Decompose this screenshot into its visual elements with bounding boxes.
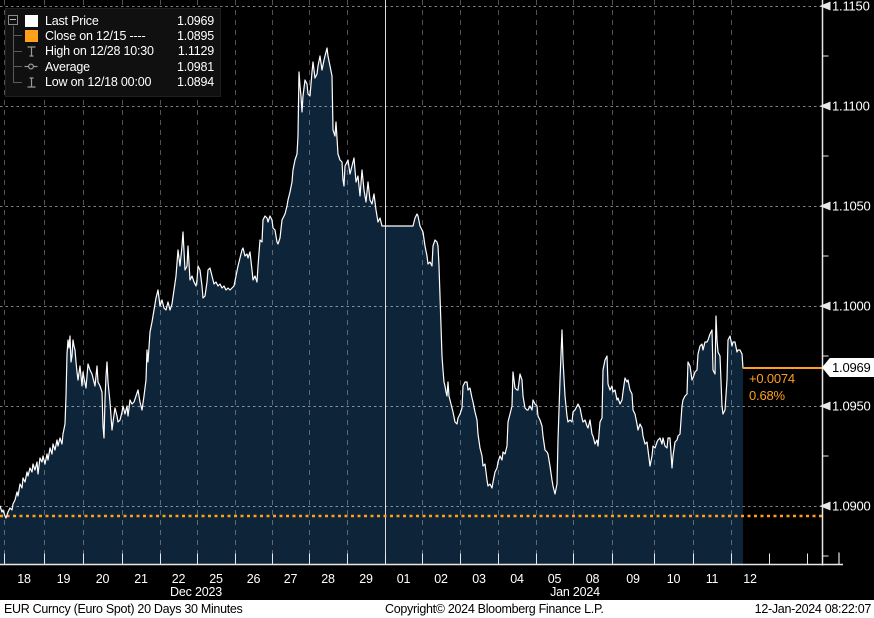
y-axis-label: 1.1100 xyxy=(832,99,870,114)
chart-legend: Last Price 1.0969 Close on 12/15 ---- 1.… xyxy=(5,8,221,97)
security-description: EUR Curncy (Euro Spot) 20 Days 30 Minute… xyxy=(4,602,243,616)
low-marker-icon xyxy=(23,75,39,89)
x-axis-label: 19 xyxy=(57,572,71,586)
y-axis-label: 1.1000 xyxy=(832,299,871,314)
x-axis-label: 20 xyxy=(96,572,110,586)
legend-label: Low on 12/18 00:00 xyxy=(45,75,152,89)
x-axis-label: 02 xyxy=(434,572,448,586)
x-axis-label: 03 xyxy=(472,572,486,586)
x-axis-label: 26 xyxy=(247,572,261,586)
y-axis-tick-arrow xyxy=(819,401,831,411)
month-label-jan: Jan 2024 xyxy=(550,585,600,599)
legend-tree-line xyxy=(13,26,14,83)
legend-label: High on 12/28 10:30 xyxy=(45,44,154,58)
high-marker-icon xyxy=(23,44,39,58)
y-axis-label: 1.1150 xyxy=(832,0,870,14)
x-axis-label: 29 xyxy=(359,572,373,586)
legend-label: Last Price xyxy=(45,13,99,28)
x-axis-label: 22 xyxy=(172,572,186,586)
average-marker-icon xyxy=(23,60,39,74)
y-axis-tick-arrow xyxy=(819,101,831,111)
month-label-dec: Dec 2023 xyxy=(170,585,222,599)
copyright-notice: Copyright© 2024 Bloomberg Finance L.P. xyxy=(385,602,604,616)
timestamp: 12-Jan-2024 08:22:07 xyxy=(754,602,872,616)
legend-value: 1.0969 xyxy=(176,13,214,28)
y-axis-label: 1.1050 xyxy=(832,199,871,214)
legend-row-close[interactable]: Close on 12/15 ---- 1.0895 xyxy=(6,28,220,43)
x-axis-label: 21 xyxy=(134,572,148,586)
y-axis-tick-arrow xyxy=(819,201,831,211)
y-axis-label: 1.0950 xyxy=(832,399,871,414)
legend-row-average[interactable]: Average 1.0981 xyxy=(6,59,220,74)
legend-value: 1.0894 xyxy=(176,75,214,89)
legend-row-last-price[interactable]: Last Price 1.0969 xyxy=(6,13,220,28)
legend-label: Close on 12/15 ---- xyxy=(45,28,146,43)
y-axis-tick-arrow xyxy=(819,1,831,11)
change-value: +0.0074 xyxy=(749,371,795,386)
y-axis-tick-arrow xyxy=(819,301,831,311)
legend-value: 1.0895 xyxy=(176,28,214,43)
price-line xyxy=(0,47,744,519)
legend-row-low[interactable]: Low on 12/18 00:00 1.0894 xyxy=(6,75,220,90)
y-axis-label: 1.0900 xyxy=(832,499,871,514)
legend-expander-icon[interactable] xyxy=(8,15,18,25)
close-swatch-icon xyxy=(23,29,39,43)
legend-value: 1.0981 xyxy=(176,59,214,74)
x-axis-label: 11 xyxy=(706,572,719,586)
price-area-fill xyxy=(0,48,743,565)
status-bar: EUR Curncy (Euro Spot) 20 Days 30 Minute… xyxy=(0,600,874,618)
last-price-swatch-icon xyxy=(23,14,39,28)
change-annotation: +0.0074 0.68% xyxy=(749,371,795,404)
x-axis-label: 04 xyxy=(510,572,524,586)
x-axis-label: 28 xyxy=(321,572,335,586)
legend-label: Average xyxy=(45,59,90,74)
x-axis-label: 09 xyxy=(626,572,640,586)
x-axis-label: 01 xyxy=(397,572,411,586)
x-axis-label: 12 xyxy=(743,572,757,586)
x-axis-label: 27 xyxy=(284,572,298,586)
x-axis-label: 18 xyxy=(17,572,31,586)
y-axis-tick-arrow xyxy=(819,501,831,511)
x-axis-label: 25 xyxy=(209,572,223,586)
change-percent: 0.68% xyxy=(749,387,785,403)
x-axis-label: 08 xyxy=(586,572,600,586)
legend-row-high[interactable]: High on 12/28 10:30 1.1129 xyxy=(6,44,220,59)
last-price-badge: 1.0969 xyxy=(822,358,874,377)
x-axis-label: 10 xyxy=(667,572,681,586)
legend-value: 1.1129 xyxy=(177,44,214,58)
x-axis-label: 05 xyxy=(548,572,562,586)
